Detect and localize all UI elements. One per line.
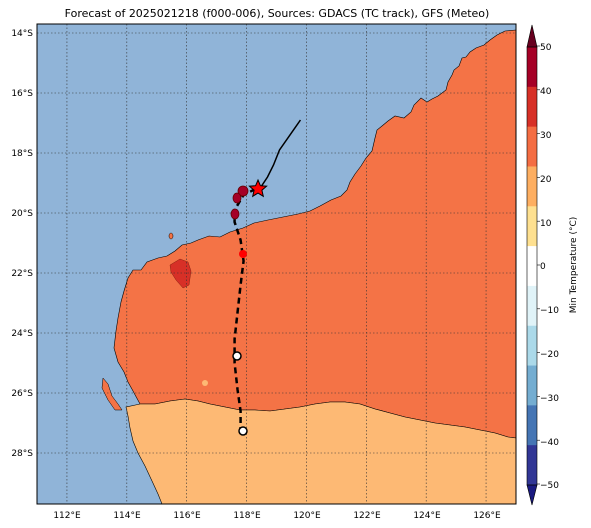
colorbar-min-extend	[526, 484, 538, 506]
lon-tick-label: 112°E	[53, 511, 81, 521]
lon-tick-label: 122°E	[353, 511, 381, 521]
lat-tick-label: 20°S	[11, 209, 33, 219]
lat-tick-label: 18°S	[11, 149, 33, 159]
lon-axis: 112°E 114°E 116°E 118°E 120°E 122°E 124°…	[53, 511, 501, 521]
colorbar-tick-label: 50	[540, 43, 552, 53]
colorbar	[526, 24, 540, 506]
colorbar-max-extend	[526, 24, 538, 48]
lat-tick-label: 26°S	[11, 389, 33, 399]
lon-tick-label: 116°E	[173, 511, 201, 521]
island	[168, 232, 174, 240]
colorbar-band	[527, 86, 537, 128]
intensity-markers	[230, 185, 249, 258]
land-cool-region	[125, 398, 517, 505]
colorbar-frame	[526, 46, 538, 486]
colorbar-band	[527, 365, 537, 406]
colorbar-band	[527, 445, 537, 486]
marker-red	[239, 250, 247, 258]
map-area	[36, 23, 517, 505]
colorbar-tick-label: 10	[540, 219, 552, 229]
lat-tick-label: 16°S	[11, 89, 33, 99]
marker-dark	[230, 208, 240, 220]
colorbar-tick-label: −40	[540, 438, 559, 448]
lon-tick-label: 120°E	[293, 511, 321, 521]
colorbar-tick-label: −10	[540, 306, 559, 316]
lon-tick-label: 114°E	[113, 511, 141, 521]
colorbar-band	[527, 206, 537, 247]
lat-tick-label: 24°S	[11, 329, 33, 339]
coastal-islands	[101, 377, 123, 411]
colorbar-tick-label: 20	[540, 175, 552, 185]
colorbar-tick-label: −50	[540, 481, 559, 491]
colorbar-band	[527, 246, 537, 287]
gridlines	[37, 24, 516, 504]
lat-axis: 14°S 16°S 18°S 20°S 22°S 24°S 26°S 28°S	[11, 29, 33, 459]
lon-tick-label: 124°E	[413, 511, 441, 521]
forecast-point	[232, 351, 242, 361]
colorbar-tick-label: −20	[540, 350, 559, 360]
colorbar-band	[527, 285, 537, 327]
inland-cool-spot	[202, 380, 208, 386]
map-frame	[36, 23, 517, 505]
colorbar-tick-label: −30	[540, 394, 559, 404]
hot-spot-region	[169, 258, 192, 289]
colorbar-band	[527, 47, 537, 88]
lat-tick-label: 28°S	[11, 449, 33, 459]
colorbar-band	[527, 166, 537, 207]
map-title: Forecast of 2025021218 (f000-006), Sourc…	[65, 7, 490, 20]
colorbar-band	[527, 126, 537, 167]
lat-tick-label: 22°S	[11, 269, 33, 279]
lon-tick-label: 126°E	[473, 511, 501, 521]
colorbar-ticks: 50 40 30 20 10 0 −10 −20 −30 −40 −50	[540, 43, 559, 491]
colorbar-tick-label: 40	[540, 87, 552, 97]
colorbar-band	[527, 325, 537, 367]
colorbar-tick-label: 30	[540, 131, 552, 141]
colorbar-band	[527, 405, 537, 446]
marker-dark	[232, 192, 242, 204]
colorbar-label: Min Temperature (°C)	[569, 217, 579, 314]
marker-dark	[237, 185, 249, 197]
lon-tick-label: 118°E	[233, 511, 261, 521]
colorbar-tick-label: 0	[540, 262, 546, 272]
forecast-point	[238, 426, 248, 436]
current-position-star-icon	[248, 178, 268, 198]
lat-tick-label: 14°S	[11, 29, 33, 39]
